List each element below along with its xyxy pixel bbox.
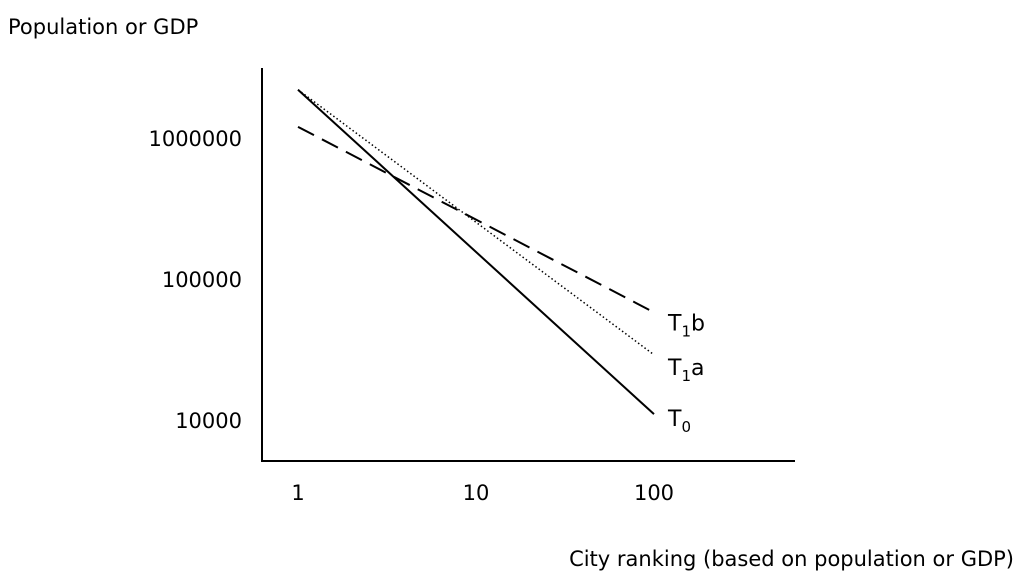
x-tick-label: 10 <box>463 481 490 505</box>
series-line-solid <box>297 88 655 415</box>
series-label: T0 <box>667 407 691 436</box>
y-tick-labels: 1000000 100000 10000 <box>148 127 242 433</box>
x-tick-labels: 1 10 100 <box>291 481 674 505</box>
series-labels: T0 T1a T1b <box>667 311 705 436</box>
series-label: T1a <box>667 356 704 385</box>
x-tick-label: 1 <box>291 481 304 505</box>
series-lines <box>297 88 655 415</box>
series-line-dotted <box>297 89 655 356</box>
series-line-dashed <box>297 125 655 314</box>
y-tick-label: 1000000 <box>148 127 242 151</box>
y-axis-title: Population or GDP <box>8 15 198 39</box>
y-tick-label: 100000 <box>162 268 242 292</box>
x-axis-title: City ranking (based on population or GDP… <box>569 547 1014 571</box>
x-tick-label: 100 <box>634 481 674 505</box>
y-tick-label: 10000 <box>175 409 242 433</box>
series-label: T1b <box>667 311 705 340</box>
